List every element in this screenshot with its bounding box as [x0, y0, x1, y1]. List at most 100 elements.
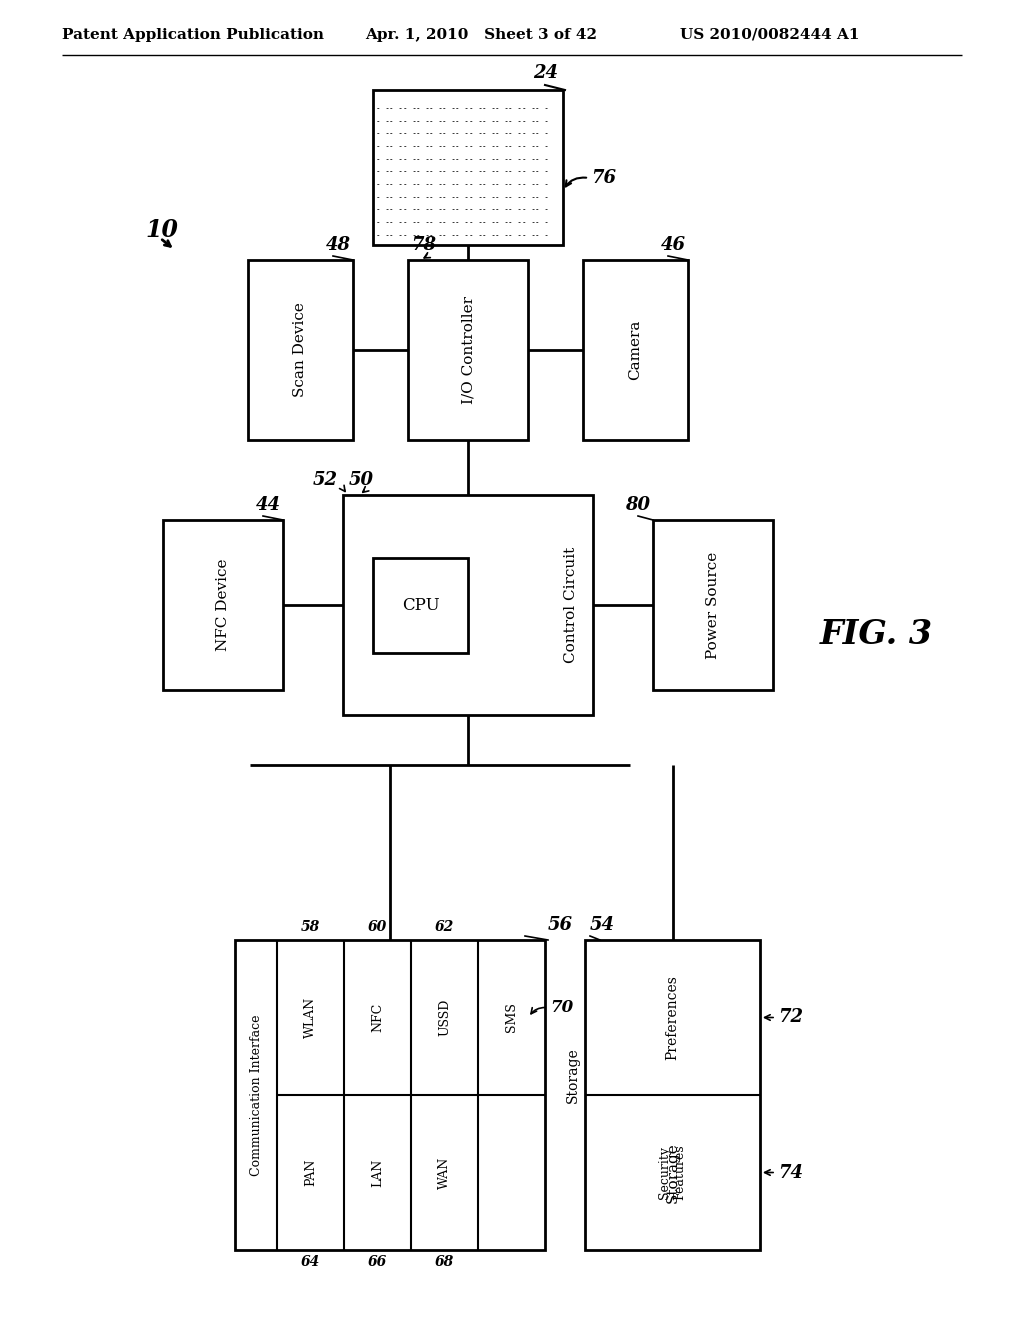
- Text: 58: 58: [301, 920, 321, 935]
- Text: - -: - -: [376, 218, 390, 227]
- Text: Storage: Storage: [566, 1047, 580, 1104]
- Text: 70: 70: [550, 999, 573, 1016]
- Text: - -: - -: [389, 104, 403, 114]
- Text: 44: 44: [256, 496, 281, 513]
- Text: - -: - -: [456, 180, 469, 189]
- Text: - -: - -: [442, 193, 456, 202]
- Text: - -: - -: [402, 218, 417, 227]
- Text: - -: - -: [376, 168, 390, 177]
- Text: 48: 48: [326, 236, 351, 253]
- Bar: [234, 940, 545, 1250]
- Text: - -: - -: [521, 180, 536, 189]
- Text: 56: 56: [548, 916, 573, 935]
- Text: - -: - -: [402, 180, 417, 189]
- Text: - -: - -: [496, 205, 509, 214]
- Text: - -: - -: [389, 231, 403, 239]
- Text: - -: - -: [402, 231, 417, 239]
- Text: - -: - -: [482, 154, 496, 164]
- Text: - -: - -: [521, 218, 536, 227]
- Text: 54: 54: [590, 916, 615, 935]
- Text: - -: - -: [496, 218, 509, 227]
- Text: - -: - -: [416, 129, 430, 139]
- Text: - -: - -: [389, 193, 403, 202]
- Text: - -: - -: [429, 143, 442, 150]
- Text: - -: - -: [521, 205, 536, 214]
- Text: - -: - -: [456, 143, 469, 150]
- Text: - -: - -: [429, 218, 442, 227]
- Text: - -: - -: [442, 129, 456, 139]
- Text: - -: - -: [508, 193, 522, 202]
- Bar: [373, 557, 468, 652]
- Text: - -: - -: [429, 168, 442, 177]
- Bar: [653, 520, 773, 690]
- Text: - -: - -: [442, 205, 456, 214]
- Text: - -: - -: [508, 143, 522, 150]
- Text: - -: - -: [496, 154, 509, 164]
- Text: - -: - -: [402, 154, 417, 164]
- Text: - -: - -: [535, 205, 549, 214]
- Text: - -: - -: [469, 168, 482, 177]
- Text: - -: - -: [416, 154, 430, 164]
- Text: - -: - -: [469, 180, 482, 189]
- Text: PAN: PAN: [304, 1159, 317, 1187]
- Text: 76: 76: [591, 169, 616, 187]
- Text: 24: 24: [534, 63, 558, 82]
- Bar: [163, 520, 283, 690]
- Text: - -: - -: [389, 116, 403, 125]
- Text: - -: - -: [442, 180, 456, 189]
- Text: 72: 72: [778, 1008, 803, 1027]
- Text: - -: - -: [429, 116, 442, 125]
- Text: 68: 68: [435, 1255, 454, 1269]
- Text: - -: - -: [376, 104, 390, 114]
- Text: - -: - -: [535, 154, 549, 164]
- Text: - -: - -: [508, 218, 522, 227]
- Text: - -: - -: [535, 180, 549, 189]
- Text: - -: - -: [508, 104, 522, 114]
- Text: - -: - -: [482, 116, 496, 125]
- Bar: [343, 495, 593, 715]
- Text: - -: - -: [535, 168, 549, 177]
- Text: - -: - -: [402, 104, 417, 114]
- Text: - -: - -: [496, 168, 509, 177]
- Text: Communication Interface: Communication Interface: [250, 1014, 262, 1176]
- Text: - -: - -: [429, 205, 442, 214]
- Text: - -: - -: [469, 205, 482, 214]
- Text: - -: - -: [496, 193, 509, 202]
- Text: - -: - -: [482, 218, 496, 227]
- Text: - -: - -: [508, 231, 522, 239]
- Text: - -: - -: [376, 193, 390, 202]
- Text: - -: - -: [402, 116, 417, 125]
- Text: 64: 64: [301, 1255, 321, 1269]
- Text: - -: - -: [456, 129, 469, 139]
- Text: - -: - -: [456, 193, 469, 202]
- Text: - -: - -: [402, 129, 417, 139]
- Text: - -: - -: [376, 180, 390, 189]
- Text: 46: 46: [662, 236, 686, 253]
- Text: LAN: LAN: [371, 1159, 384, 1187]
- Text: - -: - -: [508, 205, 522, 214]
- Text: - -: - -: [389, 205, 403, 214]
- Text: 66: 66: [368, 1255, 387, 1269]
- Bar: [585, 940, 760, 1250]
- Text: 52: 52: [313, 471, 338, 488]
- Text: - -: - -: [416, 168, 430, 177]
- Text: - -: - -: [442, 218, 456, 227]
- Text: - -: - -: [496, 231, 509, 239]
- Text: - -: - -: [416, 180, 430, 189]
- Text: - -: - -: [521, 116, 536, 125]
- Text: - -: - -: [429, 129, 442, 139]
- Text: - -: - -: [508, 116, 522, 125]
- Text: - -: - -: [456, 218, 469, 227]
- Text: 62: 62: [435, 920, 454, 935]
- Text: - -: - -: [496, 104, 509, 114]
- Text: Scan Device: Scan Device: [294, 302, 307, 397]
- Text: NFC Device: NFC Device: [216, 558, 230, 651]
- Text: 74: 74: [778, 1163, 803, 1181]
- Text: - -: - -: [496, 180, 509, 189]
- Text: - -: - -: [402, 205, 417, 214]
- Text: - -: - -: [442, 143, 456, 150]
- Text: - -: - -: [402, 143, 417, 150]
- Text: 80: 80: [625, 496, 650, 513]
- Text: - -: - -: [416, 205, 430, 214]
- Bar: [248, 260, 353, 440]
